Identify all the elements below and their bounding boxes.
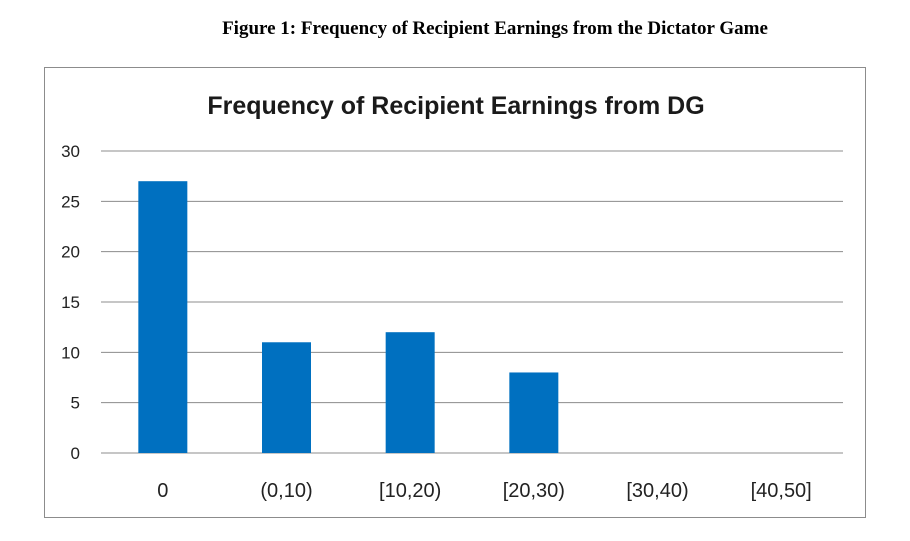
y-tick-label: 15 [61, 293, 80, 312]
y-tick-label: 0 [71, 444, 80, 463]
x-tick-label: [40,50] [751, 480, 812, 502]
x-tick-label: [20,30) [503, 480, 565, 502]
gridlines [101, 150, 843, 454]
x-tick-label: [30,40) [626, 480, 688, 502]
bar-3 [509, 372, 559, 453]
bar-0 [138, 181, 188, 453]
x-tick-label: (0,10) [260, 480, 312, 502]
y-tick-label: 20 [61, 243, 80, 262]
y-tick-label: 25 [61, 192, 80, 211]
y-tick-label: 10 [61, 343, 80, 362]
x-tick-label: 0 [157, 480, 168, 502]
bar-2 [385, 332, 435, 453]
figure-caption: Figure 1: Frequency of Recipient Earning… [222, 18, 768, 39]
x-tick-label: [10,20) [379, 480, 441, 502]
chart-title: Frequency of Recipient Earnings from DG [207, 92, 704, 120]
bar-1 [262, 342, 311, 453]
bars [138, 181, 559, 453]
y-tick-label: 5 [71, 394, 80, 413]
y-axis-ticks: 0 5 10 15 20 25 30 [61, 142, 80, 463]
x-axis-ticks: 0 (0,10) [10,20) [20,30) [30,40) [40,50] [157, 480, 811, 502]
y-tick-label: 30 [61, 142, 80, 161]
